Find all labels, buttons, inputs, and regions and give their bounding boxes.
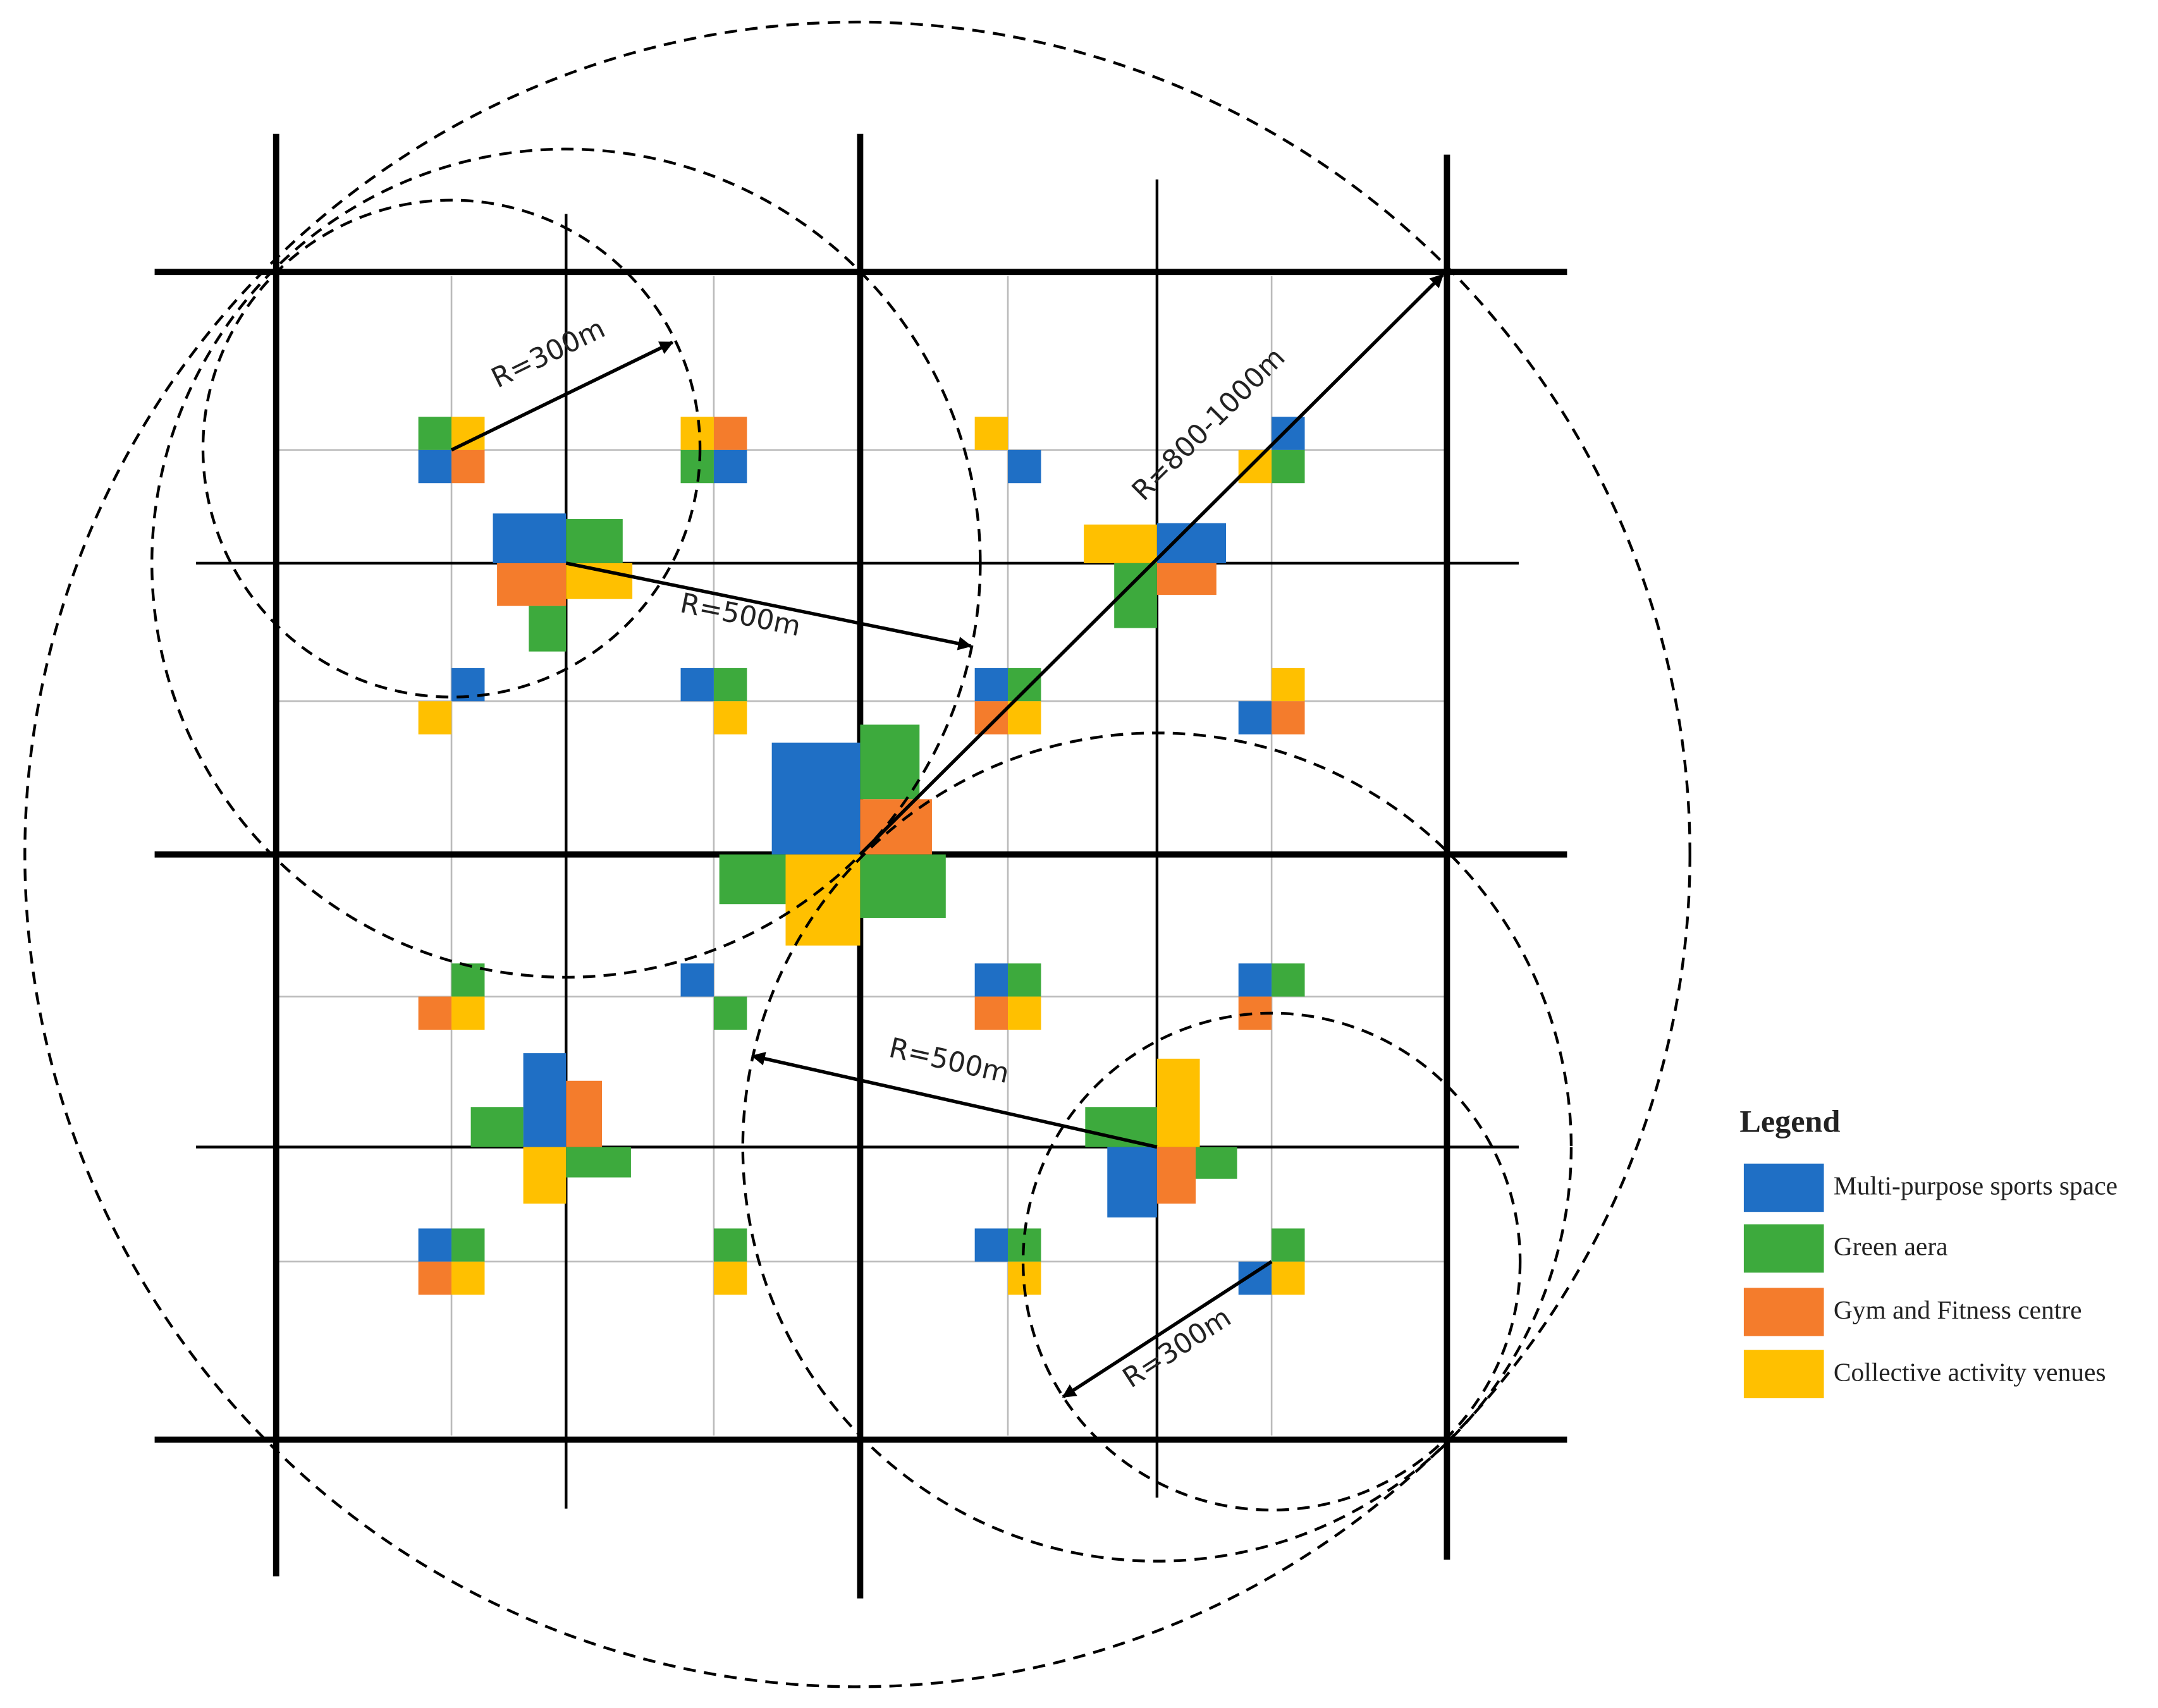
- facility-square: [1272, 668, 1305, 702]
- facility-square: [451, 1228, 485, 1262]
- facility-square: [713, 1261, 747, 1295]
- facility-square: [713, 1228, 747, 1262]
- facility-square: [1272, 963, 1305, 997]
- facility-square: [680, 668, 714, 702]
- facility-square: [1238, 963, 1272, 997]
- facility-square: [418, 417, 452, 450]
- legend-swatch: [1743, 1163, 1824, 1212]
- facility-square: [1008, 963, 1041, 997]
- facility-square: [860, 854, 946, 918]
- service-radius: [741, 731, 1573, 1563]
- facility-square: [529, 606, 567, 652]
- legend-label: Gym and Fitness centre: [1834, 1295, 2082, 1324]
- radius-arrow: [751, 1052, 1158, 1149]
- facility-square: [497, 563, 567, 606]
- facility-square: [470, 1107, 524, 1147]
- legend: Legend Multi-purpose sports space Green ae…: [1739, 1104, 2118, 1398]
- facility-square: [974, 417, 1008, 450]
- legend-swatch: [1743, 1288, 1824, 1336]
- legend-title: Legend: [1739, 1104, 1840, 1139]
- facility-square: [1156, 1058, 1200, 1147]
- facility-square: [451, 417, 485, 450]
- radius-arrow: [859, 273, 1444, 856]
- facility-square: [1272, 449, 1305, 484]
- facility-square: [418, 1228, 452, 1262]
- facility-square: [1107, 1147, 1157, 1217]
- facility-square: [451, 963, 485, 997]
- facility-square: [974, 668, 1008, 702]
- facility-square: [493, 513, 567, 563]
- facility-square: [1008, 668, 1041, 702]
- facility-square: [713, 996, 747, 1030]
- radius-label: R=500m: [886, 1032, 1012, 1090]
- service-radii: [23, 20, 1691, 1688]
- facility-square: [451, 996, 485, 1030]
- service-radius: [150, 147, 982, 979]
- facility-square: [451, 1261, 485, 1295]
- service-radius: [23, 20, 1691, 1688]
- facility-square: [566, 1147, 631, 1178]
- facility-square: [713, 701, 747, 735]
- facility-square: [1196, 1147, 1237, 1179]
- facility-square: [974, 1228, 1008, 1262]
- facility-square: [1272, 417, 1305, 450]
- facility-square: [418, 1261, 452, 1295]
- facility-square: [451, 449, 485, 484]
- facility-square: [1272, 1261, 1305, 1295]
- facility-square: [1272, 701, 1305, 735]
- legend-label: Collective activity venues: [1834, 1357, 2106, 1386]
- radius-arrow: [1062, 1260, 1273, 1399]
- facility-square: [719, 854, 786, 905]
- facility-square: [974, 996, 1008, 1030]
- facilities: [418, 417, 1305, 1295]
- facility-square: [418, 449, 452, 484]
- facility-square: [1272, 1228, 1305, 1262]
- facility-square: [1156, 523, 1227, 563]
- facility-square: [1008, 449, 1041, 484]
- facility-square: [713, 417, 747, 450]
- facility-square: [566, 519, 623, 563]
- facility-square: [785, 854, 861, 946]
- radius-arrow: [565, 561, 972, 650]
- legend-label: Green aera: [1834, 1232, 1948, 1261]
- service-radius: [201, 198, 702, 698]
- radius-arrow: [450, 341, 674, 452]
- facility-square: [713, 449, 747, 484]
- facility-square: [523, 1053, 567, 1147]
- facility-square: [523, 1147, 567, 1204]
- facility-square: [713, 668, 747, 702]
- facility-square: [1008, 996, 1041, 1030]
- service-radius: [1021, 1011, 1522, 1512]
- facility-square: [860, 724, 920, 800]
- legend-swatch: [1743, 1224, 1824, 1273]
- facility-square: [974, 963, 1008, 997]
- legend-label: Multi-purpose sports space: [1834, 1171, 2118, 1200]
- facility-square: [680, 963, 714, 997]
- facility-square: [566, 1080, 603, 1147]
- facility-square: [1008, 701, 1041, 735]
- facility-square: [1085, 1107, 1157, 1147]
- facility-square: [1156, 1147, 1196, 1204]
- facility-square: [1084, 524, 1157, 563]
- facility-square: [1238, 701, 1272, 735]
- facility-square: [418, 996, 452, 1030]
- legend-swatch: [1743, 1350, 1824, 1398]
- facility-square: [771, 742, 861, 855]
- facility-square: [1238, 449, 1272, 484]
- facility-square: [1156, 563, 1217, 595]
- facility-square: [418, 701, 452, 735]
- facility-square: [974, 701, 1008, 735]
- radius-label: R=500m: [678, 587, 804, 643]
- radius-label: R=300m: [1117, 1301, 1237, 1394]
